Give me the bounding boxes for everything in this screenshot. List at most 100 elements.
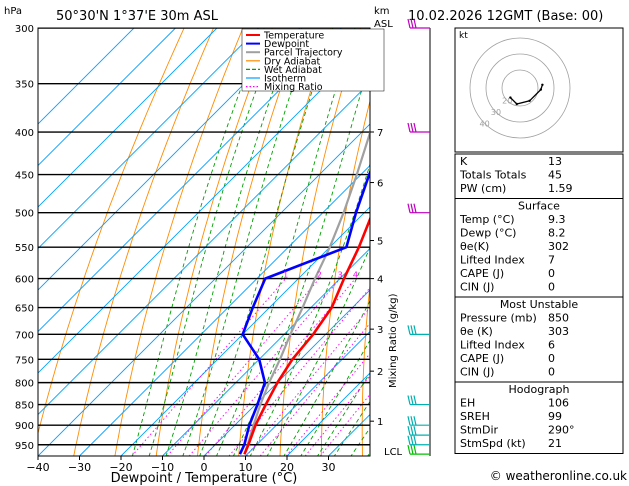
copyright-text: © weatheronline.co.uk	[490, 469, 627, 483]
x-tick-label: 10	[239, 461, 253, 474]
table-value: 850	[548, 312, 569, 325]
hodograph-ring-label: 20	[502, 97, 512, 106]
mixing-ratio-line	[259, 322, 370, 456]
hodograph-unit: kt	[459, 31, 468, 41]
wind-barb-flag	[413, 425, 417, 436]
wet-adiabat-line	[300, 339, 370, 456]
pressure-tick-label: 400	[15, 128, 34, 139]
pressure-tick-label: 500	[15, 209, 34, 220]
pressure-unit-label: hPa	[4, 6, 22, 17]
x-tick-label: −10	[151, 461, 174, 474]
mixing-ratio-line	[228, 287, 370, 456]
table-label: CIN (J)	[460, 366, 494, 379]
table-value: 21	[548, 437, 562, 450]
table-value: 0	[548, 352, 555, 365]
table-value: 106	[548, 397, 569, 410]
table-label: θe (K)	[460, 325, 493, 338]
x-tick-label: 0	[201, 461, 208, 474]
wind-barb-flag	[407, 18, 411, 29]
indices-table: K 13 Totals Totals 45 PW (cm) 1.59 SurfaceTemp…	[454, 153, 624, 454]
table-block	[454, 198, 624, 298]
mixing-ratio-lines	[131, 278, 370, 456]
wind-barb-flag	[413, 122, 417, 133]
wind-barb-flag	[407, 203, 411, 213]
mixing-ratio-line	[188, 278, 341, 456]
dewpoint-line	[238, 169, 370, 455]
table-label: CAPE (J)	[460, 352, 504, 365]
mixing-ratio-line	[285, 352, 370, 456]
dry-adiabat-line	[38, 28, 185, 436]
table-label: Temp (°C)	[459, 213, 515, 226]
table-value: 7	[548, 254, 555, 267]
mixing-ratio-line	[304, 375, 370, 456]
legend-label: Dry Adiabat	[264, 56, 321, 67]
height-tick-label: 1	[377, 417, 383, 428]
dry-adiabat-line	[114, 28, 244, 456]
valid-time-title: 10.02.2026 12GMT (Base: 00)	[408, 9, 603, 24]
wind-barb-flag	[413, 395, 417, 405]
height-tick-label: 3	[377, 325, 383, 336]
wind-barb-flag	[413, 416, 417, 426]
table-value: 303	[548, 325, 569, 338]
isotherm-line	[38, 28, 176, 167]
mixing-ratio-line	[131, 278, 287, 456]
table-value: 290°	[548, 424, 575, 437]
hodograph-ring	[485, 53, 555, 123]
height-tick-label: 5	[377, 237, 383, 248]
pressure-tick-label: 650	[15, 304, 34, 315]
wind-barb-flag	[410, 203, 414, 213]
mixing-ratio-labels: 1 2 3 4	[283, 271, 358, 280]
mixing-ratio-line	[246, 306, 370, 456]
wind-barb-flag	[407, 425, 411, 436]
wind-barbs	[407, 18, 430, 455]
x-tick-label: 20	[280, 461, 294, 474]
table-label: PW (cm)	[460, 182, 506, 195]
wind-barb-flag	[413, 18, 417, 29]
x-tick-label: −30	[68, 461, 91, 474]
table-label: CIN (J)	[460, 281, 494, 294]
legend-label: Parcel Trajectory	[264, 48, 343, 59]
height-tick-label: 4	[377, 275, 383, 286]
pressure-tick-label: 800	[15, 379, 34, 390]
isotherm-line	[38, 28, 135, 125]
hodograph-point	[515, 102, 518, 106]
table-section-title: Most Unstable	[500, 298, 579, 311]
table-label: Totals Totals	[459, 169, 527, 182]
pressure-tick-label: 950	[15, 441, 34, 452]
height-axis: 7 6 5 4 3 2 1	[370, 128, 383, 428]
table-value: 0	[548, 281, 555, 294]
mixing-ratio-label: 1	[283, 271, 288, 280]
dry-adiabat-line	[361, 281, 370, 456]
table-label: CAPE (J)	[460, 267, 504, 280]
pressure-tick-label: 550	[15, 243, 34, 254]
wind-barb-flag	[410, 122, 414, 133]
isotherm-line	[120, 206, 370, 456]
wind-barb-flag	[413, 203, 417, 213]
table-value: 0	[548, 267, 555, 280]
isotherm-line	[245, 330, 370, 456]
isotherm-line	[38, 28, 301, 291]
hodograph-frame	[454, 27, 624, 153]
temperature-line	[243, 215, 370, 455]
table-value: 6	[548, 339, 555, 352]
x-axis-title: Dewpoint / Temperature (°C)	[111, 471, 298, 486]
legend-label: Mixing Ratio	[264, 82, 323, 93]
legend-box	[241, 28, 385, 92]
isotherm-line	[38, 81, 370, 416]
isotherm-line	[79, 164, 370, 456]
location-title: 50°30'N 1°37'E 30m ASL	[56, 9, 219, 24]
legend-label: Dewpoint	[264, 39, 309, 50]
hodograph-point	[509, 96, 512, 99]
x-tick-label: −20	[109, 461, 132, 474]
isotherm-line	[38, 28, 259, 250]
pressure-tick-label: 750	[15, 355, 34, 366]
legend-label: Isotherm	[264, 74, 306, 85]
dry-adiabat-line	[73, 28, 214, 456]
table-label: K	[460, 155, 468, 168]
mixing-ratio-label: 4	[353, 271, 358, 280]
hodograph-ring	[469, 37, 571, 139]
mixing-ratio-line	[205, 278, 356, 456]
table-label: Pressure (mb)	[460, 312, 537, 325]
